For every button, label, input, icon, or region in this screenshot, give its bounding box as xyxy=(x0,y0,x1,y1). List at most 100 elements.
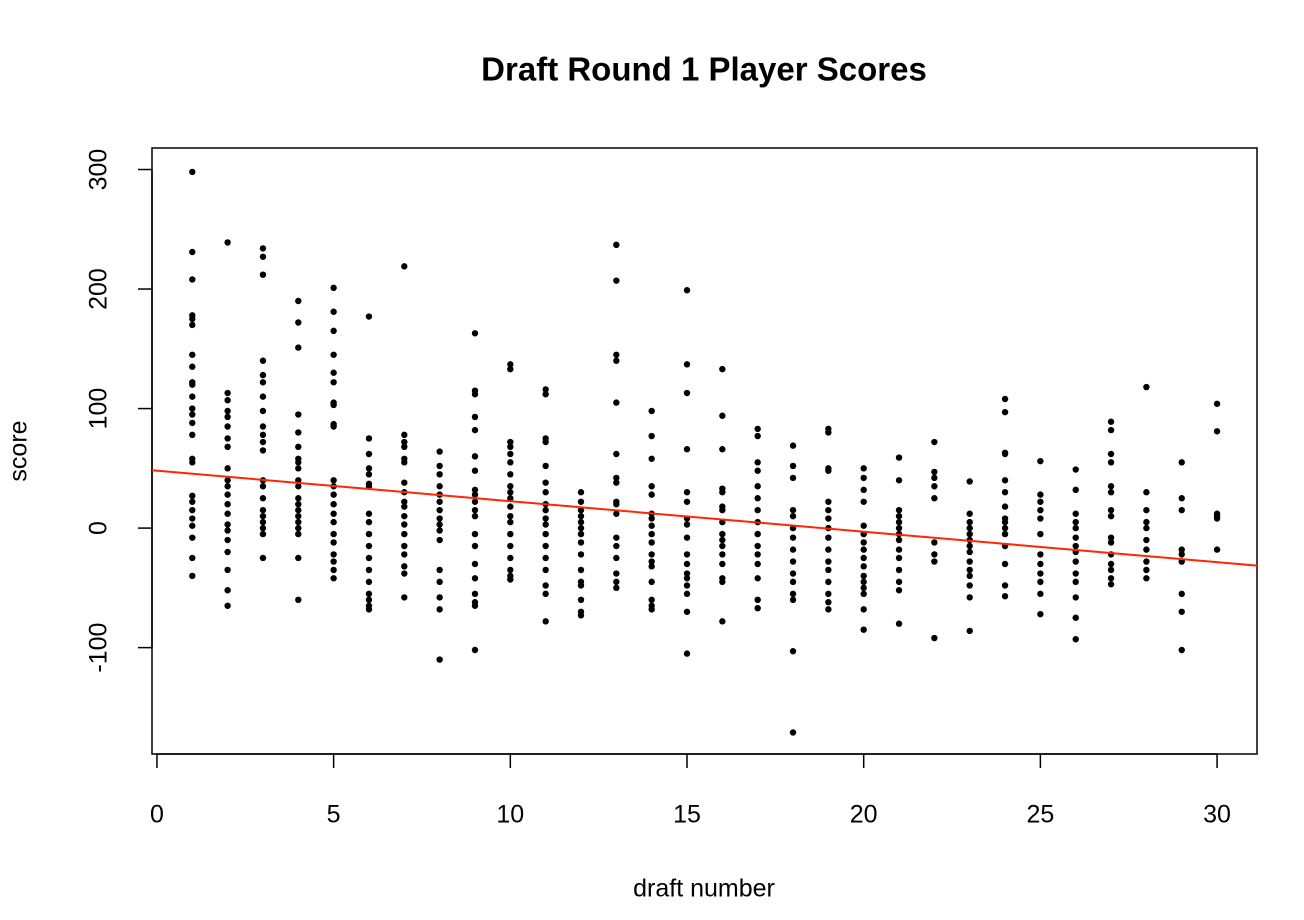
point xyxy=(1072,558,1079,565)
point xyxy=(1107,575,1115,582)
point xyxy=(754,495,761,502)
point xyxy=(1001,560,1009,568)
point xyxy=(683,575,691,582)
point xyxy=(295,524,302,532)
point xyxy=(1143,489,1150,496)
point xyxy=(613,584,620,592)
point xyxy=(1037,610,1044,618)
point xyxy=(931,558,938,565)
point xyxy=(1178,551,1185,558)
point xyxy=(365,510,373,517)
point xyxy=(189,419,196,427)
point xyxy=(507,438,514,446)
point xyxy=(1037,570,1044,577)
point xyxy=(1072,510,1079,517)
point xyxy=(1178,506,1185,514)
point xyxy=(330,423,337,430)
point xyxy=(860,563,867,570)
point xyxy=(966,510,973,517)
point xyxy=(507,530,514,538)
point xyxy=(719,489,726,496)
point xyxy=(507,489,514,496)
point xyxy=(789,570,797,577)
point xyxy=(789,596,797,604)
point xyxy=(683,287,691,294)
point xyxy=(471,426,479,434)
point xyxy=(436,448,443,455)
point xyxy=(436,506,443,514)
point xyxy=(648,483,655,490)
point xyxy=(719,542,726,550)
point xyxy=(189,381,196,388)
point xyxy=(613,510,620,517)
point xyxy=(224,510,231,517)
point xyxy=(895,554,903,562)
point xyxy=(1143,566,1150,574)
point xyxy=(1037,457,1044,465)
point xyxy=(719,412,726,419)
point xyxy=(1143,546,1150,553)
point xyxy=(542,582,549,589)
point xyxy=(754,596,761,604)
point xyxy=(542,386,549,393)
point xyxy=(401,521,408,528)
point xyxy=(224,548,231,556)
point xyxy=(966,582,973,589)
point xyxy=(683,389,691,397)
point xyxy=(471,330,479,337)
point xyxy=(542,554,549,562)
point xyxy=(224,435,231,442)
point xyxy=(1213,428,1221,435)
point xyxy=(259,495,267,502)
point xyxy=(507,361,514,368)
point xyxy=(895,566,903,574)
point xyxy=(259,431,267,439)
point xyxy=(683,650,691,657)
point xyxy=(436,462,443,470)
x-axis-label: draft number xyxy=(633,875,775,903)
point xyxy=(1072,524,1079,532)
point xyxy=(365,606,373,613)
point xyxy=(1107,450,1115,458)
point xyxy=(365,578,373,586)
point xyxy=(754,560,761,568)
point xyxy=(577,582,585,589)
point xyxy=(542,542,549,550)
point xyxy=(471,506,479,514)
point xyxy=(471,467,479,474)
point xyxy=(436,527,443,534)
point xyxy=(1072,466,1079,473)
point xyxy=(1143,383,1150,391)
point xyxy=(860,578,867,586)
point xyxy=(1001,395,1009,403)
point xyxy=(401,431,408,439)
point xyxy=(825,599,832,606)
point xyxy=(683,489,691,496)
point xyxy=(224,500,231,508)
point xyxy=(224,465,231,472)
point xyxy=(471,575,479,582)
point xyxy=(789,462,797,470)
point xyxy=(471,512,479,520)
point xyxy=(471,542,479,550)
point xyxy=(613,479,620,486)
point xyxy=(1001,489,1009,496)
point xyxy=(471,491,479,498)
point xyxy=(259,271,267,278)
point xyxy=(825,506,832,514)
point xyxy=(789,590,797,598)
point xyxy=(224,536,231,544)
point xyxy=(1001,530,1009,538)
chart-title: Draft Round 1 Player Scores xyxy=(481,51,927,88)
point xyxy=(789,558,797,565)
point xyxy=(577,551,585,558)
point xyxy=(719,578,726,586)
point xyxy=(613,578,620,586)
point xyxy=(789,648,797,655)
point xyxy=(189,459,196,466)
point xyxy=(401,459,408,466)
point xyxy=(931,495,938,502)
point xyxy=(1037,590,1044,598)
point xyxy=(577,612,585,619)
